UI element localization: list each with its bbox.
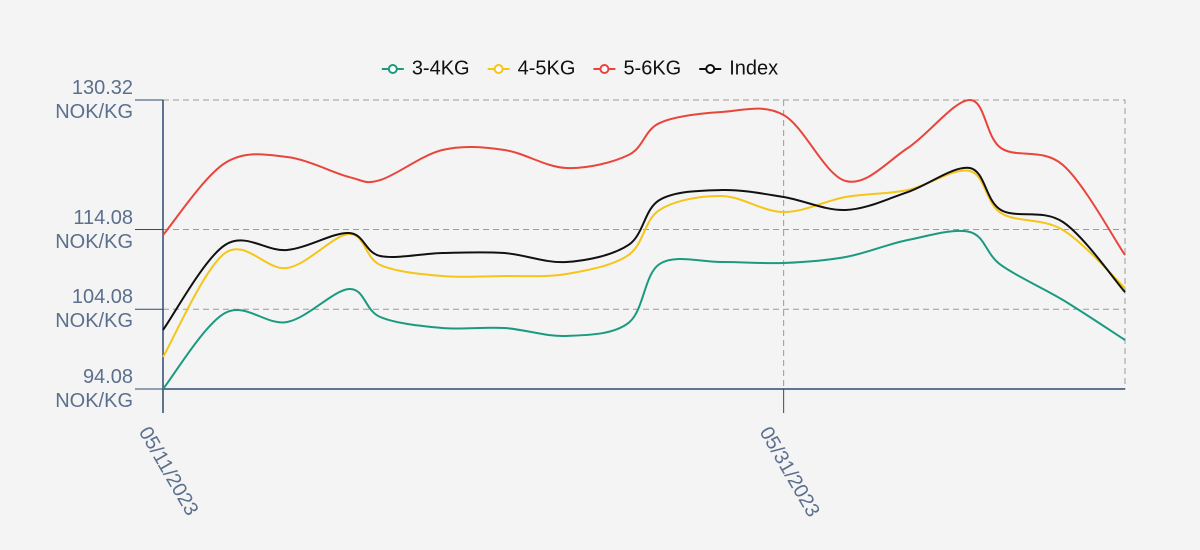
legend-label: Index xyxy=(729,57,778,79)
x-tick-label: 05/11/2023 xyxy=(134,423,202,519)
y-tick-label: 130.32 NOK/KG xyxy=(55,77,133,123)
legend-label: 4-5KG xyxy=(518,57,576,79)
legend-item: 4-5KG xyxy=(487,57,576,79)
legend-item: Index xyxy=(699,57,778,79)
legend-label: 3-4KG xyxy=(412,57,470,79)
x-tick-label: 05/31/2023 xyxy=(755,423,824,521)
series-line xyxy=(162,166,1126,331)
legend-item: 3-4KG xyxy=(381,57,470,79)
legend-item: 5-6KG xyxy=(593,57,681,79)
legend-marker xyxy=(387,64,398,74)
series-line xyxy=(162,229,1126,390)
legend-marker xyxy=(599,64,610,74)
y-tick-label: 104.08 NOK/KG xyxy=(55,286,133,333)
series-line xyxy=(162,169,1126,358)
y-tick-label: 94.08 NOK/KG xyxy=(55,366,133,412)
series-line xyxy=(162,98,1126,256)
y-tick-label: 114.08 NOK/KG xyxy=(55,206,133,253)
legend: 3-4KG 4-5KG 5-6KG Index xyxy=(381,57,778,79)
legend-marker xyxy=(493,64,504,74)
legend-label: 5-6KG xyxy=(623,57,681,79)
legend-marker xyxy=(705,64,716,74)
